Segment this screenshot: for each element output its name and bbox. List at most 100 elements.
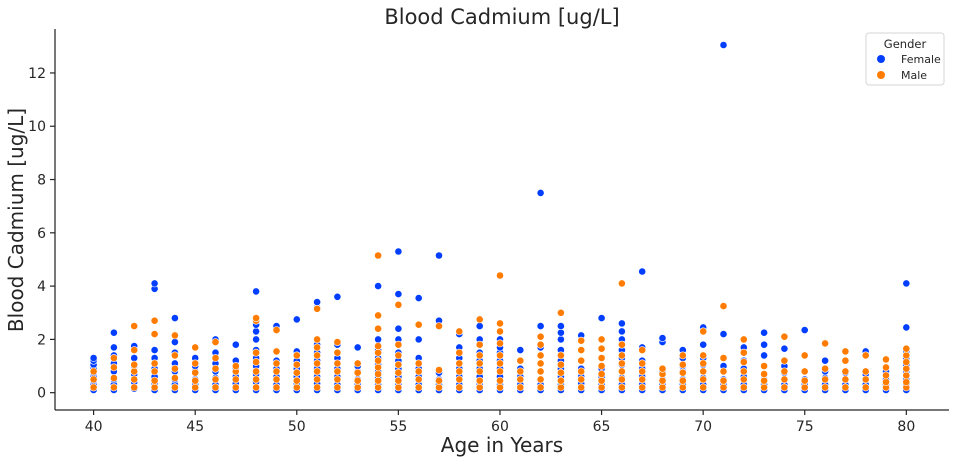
data-point-male <box>394 376 403 385</box>
y-tick-label: 8 <box>37 173 46 189</box>
data-point-male <box>638 359 647 368</box>
data-point-male <box>414 367 423 376</box>
data-point-male <box>313 359 321 368</box>
data-point-male <box>272 326 281 334</box>
data-point-male <box>577 375 586 384</box>
data-point-male <box>719 376 728 385</box>
data-point-female <box>414 294 423 302</box>
data-point-male <box>272 359 281 368</box>
data-point-male <box>577 346 586 354</box>
data-point-male <box>739 375 748 384</box>
data-point-male <box>699 375 708 384</box>
data-point-male <box>211 354 220 362</box>
data-point-male <box>292 376 301 385</box>
data-point-male <box>902 351 911 360</box>
data-point-female <box>414 335 423 344</box>
x-tick-label: 80 <box>897 419 915 435</box>
data-point-male <box>333 338 342 346</box>
data-point-male <box>414 383 423 392</box>
data-point-male <box>658 376 667 385</box>
data-point-male <box>150 359 159 368</box>
data-point-male <box>211 338 220 346</box>
data-point-male <box>557 360 565 369</box>
data-point-male <box>130 367 139 376</box>
data-point-male <box>435 383 443 392</box>
x-tick-label: 70 <box>694 419 712 435</box>
data-point-male <box>496 383 504 392</box>
data-point-male <box>658 383 667 392</box>
data-point-male <box>780 375 789 384</box>
data-point-male <box>333 348 342 357</box>
data-point-male <box>882 363 890 372</box>
data-point-female <box>821 356 829 365</box>
data-point-female <box>313 298 321 306</box>
data-point-male <box>496 359 504 368</box>
data-point-male <box>902 371 911 380</box>
data-point-male <box>699 359 708 368</box>
data-point-male <box>800 383 809 392</box>
data-point-female <box>719 330 728 338</box>
data-point-male <box>353 383 362 392</box>
data-point-male <box>577 336 586 345</box>
data-point-male <box>374 383 382 392</box>
data-point-male <box>455 359 464 368</box>
data-point-male <box>211 364 220 373</box>
data-point-male <box>496 376 504 385</box>
data-point-male <box>170 364 179 373</box>
data-point-male <box>252 367 260 376</box>
data-point-male <box>110 383 118 392</box>
data-point-male <box>292 383 301 392</box>
data-point-male <box>861 351 870 360</box>
data-point-female <box>658 334 667 342</box>
data-point-male <box>353 368 362 377</box>
data-point-male <box>557 308 565 317</box>
data-point-female <box>252 287 260 296</box>
data-point-male <box>678 368 687 377</box>
data-point-male <box>435 322 443 330</box>
data-point-male <box>861 383 870 392</box>
data-point-male <box>272 347 281 356</box>
data-point-female <box>353 343 362 352</box>
data-point-male <box>191 368 200 377</box>
data-point-female <box>292 315 301 324</box>
data-point-male <box>618 367 626 376</box>
data-point-male <box>374 356 382 365</box>
data-point-male <box>861 367 870 376</box>
data-point-male <box>678 360 687 369</box>
data-point-male <box>313 375 321 384</box>
data-point-male <box>231 375 240 384</box>
y-axis-label: Blood Cadmium [ug/L] <box>4 108 28 332</box>
data-point-female <box>719 41 728 49</box>
data-point-male <box>780 367 789 376</box>
data-point-female <box>557 322 565 330</box>
data-point-male <box>496 271 504 280</box>
data-point-male <box>150 367 159 376</box>
data-point-female <box>252 335 260 344</box>
data-point-male <box>536 367 545 376</box>
data-point-male <box>475 340 484 349</box>
data-point-female <box>902 323 911 332</box>
data-point-male <box>89 367 98 376</box>
data-point-male <box>618 340 626 349</box>
data-point-male <box>455 348 464 357</box>
data-point-male <box>292 368 301 377</box>
data-point-female <box>760 340 768 349</box>
data-point-male <box>821 383 829 392</box>
data-point-male <box>821 375 829 384</box>
data-point-female <box>394 324 403 333</box>
data-point-male <box>557 376 565 385</box>
data-point-male <box>374 363 382 372</box>
x-tick-label: 55 <box>389 419 407 435</box>
data-point-female <box>780 344 789 353</box>
data-point-male <box>902 378 911 386</box>
data-point-male <box>414 359 423 368</box>
data-point-male <box>272 383 281 392</box>
data-point-male <box>496 351 504 360</box>
data-point-female <box>638 267 647 276</box>
data-point-male <box>800 367 809 376</box>
data-point-male <box>130 346 139 354</box>
data-point-male <box>252 358 260 366</box>
data-point-male <box>739 383 748 392</box>
data-point-female <box>618 327 626 336</box>
